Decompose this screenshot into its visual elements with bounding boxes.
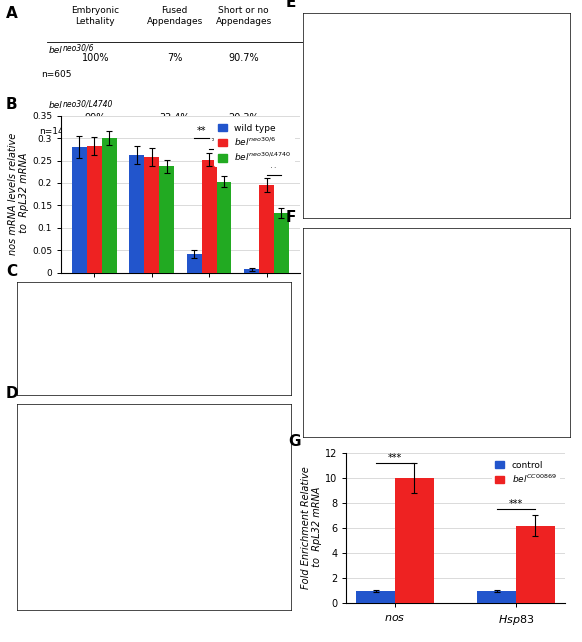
Text: 7%: 7% (167, 53, 182, 63)
Bar (144, 157, 159, 273)
Text: Fused
Appendages: Fused Appendages (147, 6, 203, 26)
Legend: control, $bel^{CC00869}$: control, $bel^{CC00869}$ (492, 457, 560, 489)
Bar (129, 155, 144, 273)
Bar (217, 182, 232, 273)
Text: 33.4%: 33.4% (159, 113, 190, 123)
Text: Short or no
Appendages: Short or no Appendages (215, 6, 272, 26)
Text: B: B (6, 98, 17, 112)
Y-axis label: Fold Enrichment Relative
 to  RpL32 mRNA: Fold Enrichment Relative to RpL32 mRNA (300, 467, 322, 589)
Bar (274, 213, 289, 273)
Text: bel: bel (49, 101, 63, 110)
Text: *: * (257, 153, 261, 163)
Text: C: C (6, 265, 17, 279)
Bar (159, 166, 174, 273)
Text: Embryonic
Lethality: Embryonic Lethality (71, 6, 119, 26)
Bar (187, 254, 201, 273)
Text: n=605: n=605 (41, 70, 72, 79)
Bar (244, 269, 259, 273)
Bar (87, 146, 102, 273)
Text: G: G (288, 435, 300, 449)
Text: ***: *** (509, 499, 523, 509)
Bar (259, 185, 274, 273)
Legend: wild type, $bel^{neo30/6}$, $bel^{neo30/L4740}$: wild type, $bel^{neo30/6}$, $bel^{neo30/… (214, 120, 295, 166)
Text: A: A (6, 6, 17, 21)
Text: 20.3%: 20.3% (228, 113, 259, 123)
Bar (201, 160, 217, 273)
Text: **: ** (197, 126, 207, 136)
Bar (356, 591, 395, 603)
Text: D: D (6, 386, 19, 401)
Text: 99%: 99% (84, 113, 106, 123)
Text: bel: bel (49, 46, 63, 55)
Text: **: ** (269, 163, 279, 173)
Bar (516, 526, 555, 603)
Bar (395, 478, 434, 603)
Bar (72, 147, 87, 273)
Text: neo30/L4740: neo30/L4740 (63, 100, 113, 108)
Text: n=1456: n=1456 (39, 127, 75, 137)
Text: ***: *** (388, 453, 402, 463)
Bar (477, 591, 516, 603)
Text: 90.7%: 90.7% (228, 53, 259, 63)
Bar (102, 138, 117, 273)
Text: 100%: 100% (81, 53, 109, 63)
Text: F: F (285, 210, 296, 225)
Text: **: ** (212, 137, 221, 148)
Y-axis label: nos mRNA levels relative
 to  RpL32 mRNA: nos mRNA levels relative to RpL32 mRNA (8, 133, 29, 256)
Text: E: E (285, 0, 296, 10)
Text: neo30/6: neo30/6 (63, 44, 95, 53)
